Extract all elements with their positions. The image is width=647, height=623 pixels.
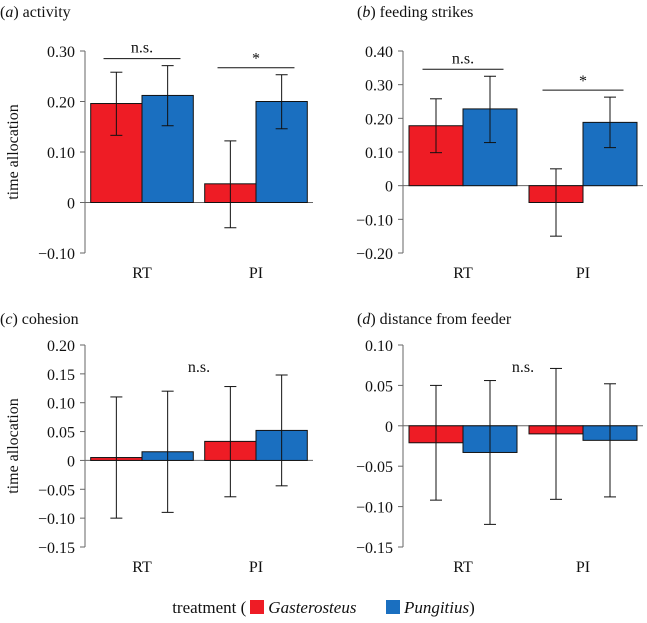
panel-3-significance-label: n.s. <box>188 359 210 376</box>
panel-2-ytick-label: 0.30 <box>365 78 393 95</box>
panel-3-ylabel: time allocation <box>5 398 22 494</box>
legend-prefix: treatment ( <box>172 598 247 617</box>
panel-2-xtick-label: RT <box>453 265 473 282</box>
figure-panels: (a) activity −0.10 0 0.10 0.20 0.30 time alloc… <box>0 4 643 576</box>
panel-2-significance-label: n.s. <box>452 50 474 67</box>
panel-1-ytick-label: 0 <box>67 196 75 213</box>
panel-3-xtick-label: PI <box>249 559 263 576</box>
legend-swatch-gasterosteus <box>250 600 265 614</box>
panel-2-ytick-label: 0 <box>385 179 393 196</box>
legend-label-gasterosteus: Gasterosteus <box>268 598 357 617</box>
panel-2-ytick-label: −0.20 <box>356 246 393 263</box>
panel-4-ytick-label: 0.10 <box>365 338 393 355</box>
legend-label-pungitius: Pungitius <box>403 598 470 617</box>
panel-4-ytick-label: 0.05 <box>365 378 393 395</box>
panel-1-ytick-label: 0.10 <box>47 145 75 162</box>
panel-2-ytick-label: −0.10 <box>356 212 393 229</box>
panel-3-title: (c) cohesion <box>0 311 79 328</box>
panel-3-ytick-label: 0.15 <box>47 367 75 384</box>
panel-3-ytick-label: 0.20 <box>47 338 75 355</box>
panel-4-ytick-label: 0 <box>385 419 393 436</box>
panel-1-significance-label: n.s. <box>131 40 153 57</box>
panel-3-ytick-label: 0 <box>67 453 75 470</box>
panel-1-significance-label: * <box>252 51 260 68</box>
panel-3-ytick-label: 0.05 <box>47 425 75 442</box>
panel-2-ytick-label: 0.40 <box>365 44 393 61</box>
panel-1-ylabel: time allocation <box>5 104 22 200</box>
panel-1-title: (a) activity <box>0 4 71 21</box>
legend: treatment ( Gasterosteus Pungitius) <box>0 598 647 618</box>
panel-1-xtick-label: PI <box>249 265 263 282</box>
legend-suffix: ) <box>469 598 475 617</box>
panel-2-title: (b) feeding strikes <box>357 4 473 21</box>
panel-4-ytick-label: −0.15 <box>356 540 393 557</box>
panel-2-ytick-label: 0.10 <box>365 145 393 162</box>
panel-4-xtick-label: PI <box>576 559 590 576</box>
panel-2-ytick-label: 0.20 <box>365 111 393 128</box>
panel-2-significance-label: * <box>579 73 587 90</box>
panel-3-ytick-label: −0.10 <box>38 511 75 528</box>
panel-1-ytick-label: 0.20 <box>47 95 75 112</box>
panel-4-ytick-label: −0.05 <box>356 459 393 476</box>
panel-4-xtick-label: RT <box>453 559 473 576</box>
panel-3-ytick-label: −0.15 <box>38 540 75 557</box>
panel-4-significance-label: n.s. <box>512 359 534 376</box>
panel-2-xtick-label: PI <box>576 265 590 282</box>
panel-3-xtick-label: RT <box>132 559 152 576</box>
panel-1-xtick-label: RT <box>132 265 152 282</box>
panel-4-ytick-label: −0.10 <box>356 500 393 517</box>
panel-3-ytick-label: −0.05 <box>38 482 75 499</box>
panel-1-ytick-label: 0.30 <box>47 44 75 61</box>
panel-3-ytick-label: 0.10 <box>47 396 75 413</box>
panel-4-title: (d) distance from feeder <box>357 311 512 328</box>
legend-swatch-pungitius <box>385 600 400 614</box>
panel-1-ytick-label: −0.10 <box>38 246 75 263</box>
